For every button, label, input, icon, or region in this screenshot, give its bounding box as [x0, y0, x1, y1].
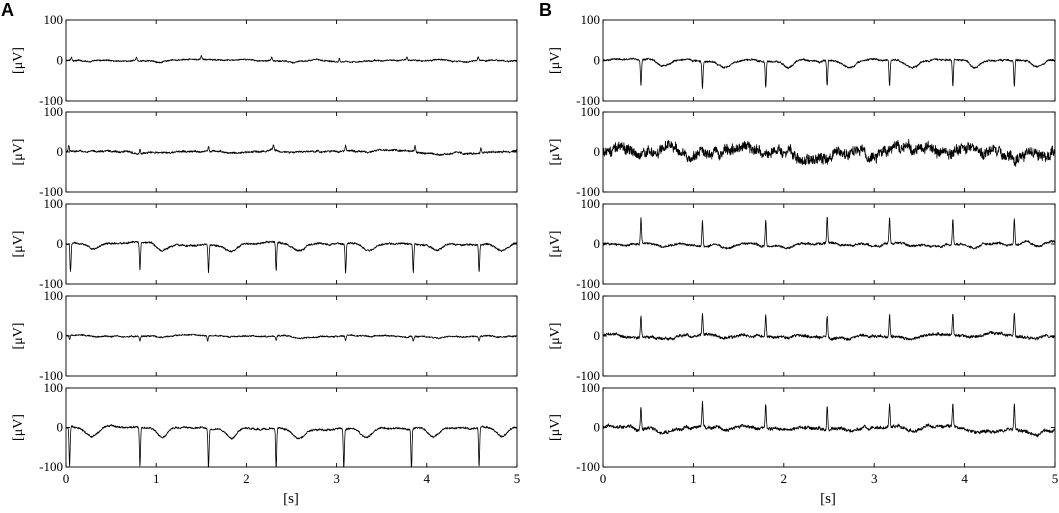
trace-panel-a-2: 100 0 -100 [μV]: [11, 104, 518, 199]
y-tick-label: 0: [594, 144, 601, 159]
y-tick-label: 100: [44, 380, 64, 395]
y-tick-label: -100: [39, 276, 63, 291]
y-tick-label: -100: [576, 276, 600, 291]
x-axis-label-a: [s]: [283, 491, 299, 507]
x-tick-label: 4: [424, 471, 431, 486]
ecg-trace: [65, 424, 518, 468]
x-tick-label: 3: [333, 471, 340, 486]
y-tick-label: -100: [39, 93, 63, 108]
y-tick-label: 100: [44, 196, 64, 211]
y-tick-label: 0: [57, 144, 64, 159]
y-tick-label: 0: [57, 328, 64, 343]
axes-frame: [602, 387, 1056, 468]
y-tick-label: -100: [576, 368, 600, 383]
y-axis-label: [μV]: [548, 323, 563, 350]
y-tick-label: 0: [57, 53, 64, 68]
y-axis-label: [μV]: [11, 323, 26, 350]
x-tick-label: 1: [690, 471, 697, 486]
y-tick-label: 0: [594, 420, 601, 435]
y-tick-label: 0: [594, 53, 601, 68]
ecg-trace: [65, 333, 518, 342]
y-tick-label: -100: [39, 368, 63, 383]
x-tick-label: 0: [600, 471, 607, 486]
y-tick-label: -100: [39, 459, 63, 474]
y-tick-label: 100: [581, 288, 601, 303]
y-tick-label: -100: [576, 93, 600, 108]
x-tick-label: 5: [514, 471, 521, 486]
trace-panel-b-4: 100 0 -100 [μV]: [548, 288, 1056, 383]
y-tick-label: 100: [581, 12, 601, 27]
ecg-trace: [602, 138, 1056, 167]
y-tick-label: 100: [44, 288, 64, 303]
y-axis-label: [μV]: [548, 231, 563, 258]
plot-area: 1000-100[μV]1000-100[μV]1000-100[μV]1000…: [11, 12, 1058, 486]
y-axis-label: [μV]: [548, 47, 563, 74]
ecg-trace: [65, 55, 518, 64]
y-tick-label: 100: [581, 196, 601, 211]
x-axis-label-b: [s]: [820, 491, 836, 507]
y-tick-label: 0: [594, 236, 601, 251]
ecg-trace: [65, 240, 518, 274]
x-tick-label: 3: [871, 471, 878, 486]
trace-panel-b-3: 100 0 -100 [μV]: [548, 196, 1056, 291]
x-tick-label: 0: [63, 471, 70, 486]
y-tick-label: 100: [581, 104, 601, 119]
trace-panel-a-4: 100 0 -100 [μV]: [11, 288, 518, 383]
y-tick-label: 0: [57, 420, 64, 435]
y-axis-label: [μV]: [11, 139, 26, 166]
x-tick-label: 4: [961, 471, 968, 486]
y-tick-label: -100: [576, 459, 600, 474]
panel-label-b: B: [539, 0, 552, 20]
y-tick-label: 0: [57, 236, 64, 251]
y-tick-label: -100: [39, 184, 63, 199]
ecg-trace: [65, 144, 518, 157]
x-tick-label: 1: [153, 471, 160, 486]
x-tick-label: 5: [1052, 471, 1059, 486]
ecg-trace: [602, 57, 1056, 89]
ecg-trace: [602, 400, 1056, 438]
y-axis-label: [μV]: [11, 47, 26, 74]
ecg-trace: [602, 216, 1056, 250]
x-tick-label: 2: [781, 471, 788, 486]
panel-label-a: A: [1, 0, 14, 20]
y-axis-label: [μV]: [11, 414, 26, 441]
y-tick-label: 100: [44, 104, 64, 119]
y-tick-label: 0: [594, 328, 601, 343]
y-tick-label: 100: [581, 380, 601, 395]
x-tick-label: 2: [243, 471, 250, 486]
y-axis-label: [μV]: [548, 139, 563, 166]
y-tick-label: 100: [44, 12, 64, 27]
ecg-trace: [602, 312, 1056, 342]
trace-panel-a-3: 100 0 -100 [μV]: [11, 196, 518, 291]
trace-panel-b-1: 100 0 -100 [μV]: [548, 12, 1056, 108]
axes-frame: [602, 295, 1056, 377]
y-tick-label: -100: [576, 184, 600, 199]
y-axis-label: [μV]: [11, 231, 26, 258]
trace-panel-b-2: 100 0 -100 [μV]: [548, 104, 1056, 199]
trace-panel-a-1: 100 0 -100 [μV]: [11, 12, 518, 108]
y-axis-label: [μV]: [548, 414, 563, 441]
